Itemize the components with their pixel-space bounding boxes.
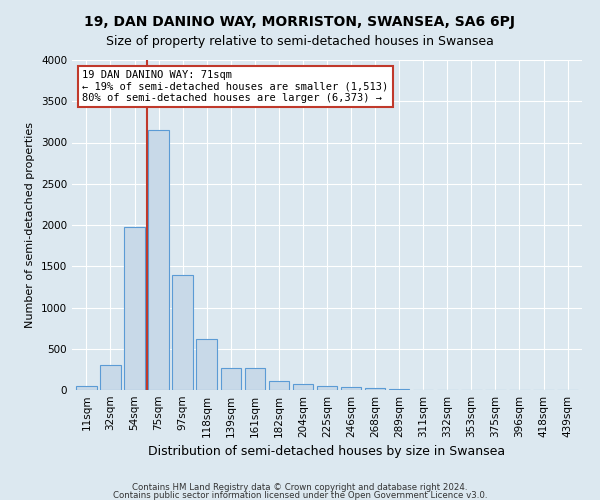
Bar [196, 339, 217, 390]
Text: Size of property relative to semi-detached houses in Swansea: Size of property relative to semi-detach… [106, 35, 494, 48]
Bar [389, 389, 409, 390]
Bar [269, 381, 289, 390]
Bar [124, 226, 145, 390]
Bar [76, 386, 97, 390]
Bar [293, 384, 313, 390]
Bar [365, 388, 385, 390]
X-axis label: Distribution of semi-detached houses by size in Swansea: Distribution of semi-detached houses by … [148, 446, 506, 458]
Text: 19, DAN DANINO WAY, MORRISTON, SWANSEA, SA6 6PJ: 19, DAN DANINO WAY, MORRISTON, SWANSEA, … [85, 15, 515, 29]
Bar [148, 130, 169, 390]
Y-axis label: Number of semi-detached properties: Number of semi-detached properties [25, 122, 35, 328]
Text: Contains HM Land Registry data © Crown copyright and database right 2024.: Contains HM Land Registry data © Crown c… [132, 483, 468, 492]
Text: Contains public sector information licensed under the Open Government Licence v3: Contains public sector information licen… [113, 490, 487, 500]
Text: 19 DAN DANINO WAY: 71sqm
← 19% of semi-detached houses are smaller (1,513)
80% o: 19 DAN DANINO WAY: 71sqm ← 19% of semi-d… [82, 70, 388, 103]
Bar [245, 368, 265, 390]
Bar [221, 368, 241, 390]
Bar [341, 386, 361, 390]
Bar [100, 365, 121, 390]
Bar [317, 386, 337, 390]
Bar [172, 274, 193, 390]
